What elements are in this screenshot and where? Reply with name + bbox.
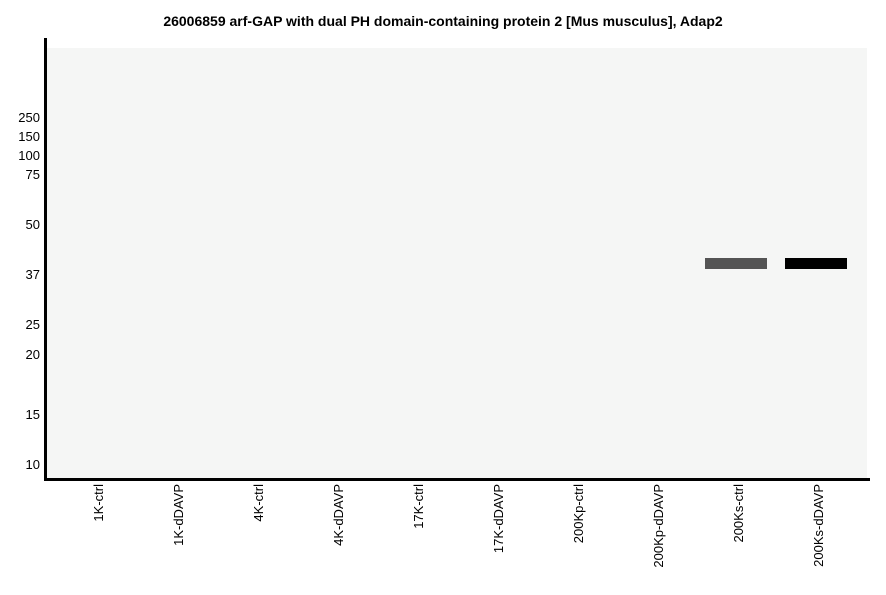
mw-marker-label: 15 bbox=[25, 407, 40, 422]
lane-label: 200Ks-ctrl bbox=[731, 484, 746, 543]
protein-band bbox=[705, 258, 767, 269]
lane-label: 17K-ctrl bbox=[411, 484, 426, 529]
lane-label: 1K-ctrl bbox=[91, 484, 106, 522]
mw-marker-label: 150 bbox=[18, 129, 40, 144]
mw-marker-label: 10 bbox=[25, 457, 40, 472]
y-axis-line bbox=[44, 38, 47, 481]
x-axis-line bbox=[44, 478, 870, 481]
lane-label: 200Kp-dDAVP bbox=[651, 484, 666, 568]
lane-label: 200Kp-ctrl bbox=[571, 484, 586, 544]
mw-marker-label: 25 bbox=[25, 317, 40, 332]
mw-marker-label: 20 bbox=[25, 347, 40, 362]
lane-label: 4K-dDAVP bbox=[331, 484, 346, 546]
lane-label: 17K-dDAVP bbox=[491, 484, 506, 554]
mw-marker-label: 250 bbox=[18, 110, 40, 125]
lane-label: 1K-dDAVP bbox=[171, 484, 186, 546]
mw-marker-label: 100 bbox=[18, 148, 40, 163]
mw-marker-label: 50 bbox=[25, 217, 40, 232]
protein-band bbox=[785, 258, 847, 269]
chart-title: 26006859 arf-GAP with dual PH domain-con… bbox=[163, 13, 723, 29]
mw-marker-label: 75 bbox=[25, 167, 40, 182]
lane-label: 200Ks-dDAVP bbox=[811, 484, 826, 567]
mw-marker-label: 37 bbox=[25, 267, 40, 282]
lane-label: 4K-ctrl bbox=[251, 484, 266, 522]
